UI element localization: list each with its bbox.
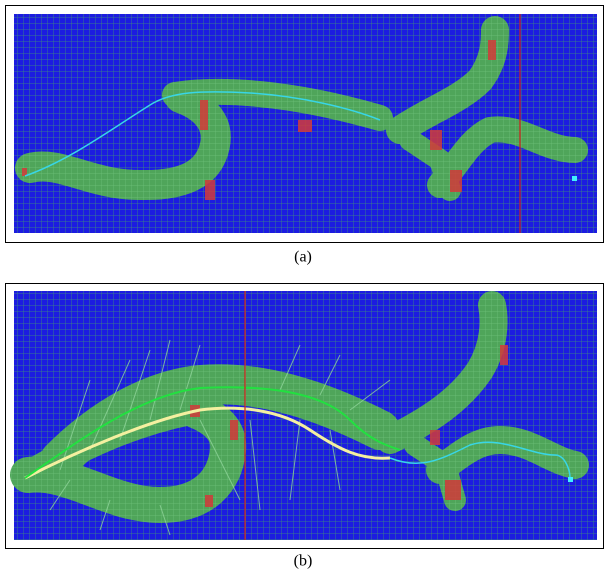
caption: (b) bbox=[294, 553, 313, 570]
panel-a: (a) bbox=[6, 6, 604, 266]
figure: (a) (b) bbox=[0, 0, 606, 574]
page: (a) (b) (() => { const data = JSON.parse… bbox=[0, 0, 606, 574]
goal bbox=[568, 477, 573, 482]
goal bbox=[572, 176, 577, 181]
caption: (a) bbox=[294, 249, 312, 266]
panel-b: (b) bbox=[6, 284, 604, 570]
